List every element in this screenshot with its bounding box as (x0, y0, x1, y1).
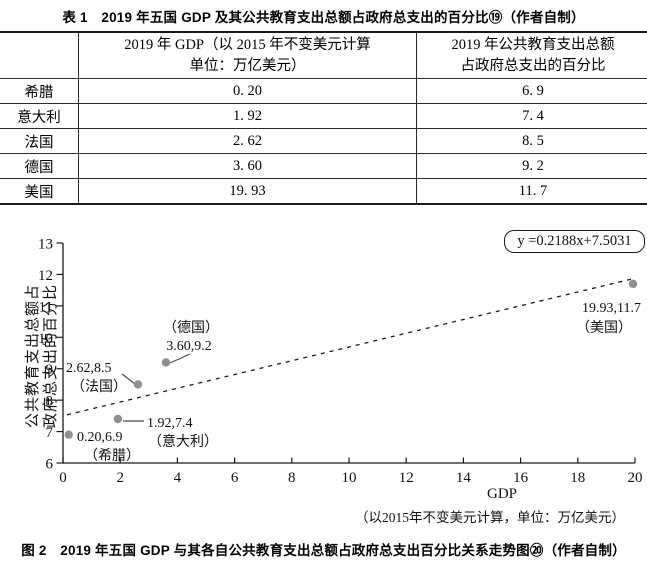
data-point-italy (113, 414, 123, 424)
table-row: 意大利 1. 92 7. 4 (0, 103, 647, 129)
cell-pct: 6. 9 (416, 78, 647, 104)
cell-gdp: 2. 62 (78, 128, 417, 154)
x-tick-label: 18 (570, 470, 585, 486)
data-point-france (133, 380, 143, 389)
annotation-value-greece: 0.20,6.9 (77, 430, 123, 445)
gdp-table-header: 2019 年 GDP（以 2015 年不变美元计算 单位：万亿美元） 2019 … (0, 32, 647, 79)
figure-caption: 图 2 2019 年五国 GDP 与其各自公共教育支出总额占政府总支出百分比关系… (21, 543, 626, 558)
y-tick-label: 11 (39, 299, 53, 315)
cell-gdp: 1. 92 (78, 103, 417, 129)
cell-pct: 11. 7 (416, 178, 647, 205)
gdp-table: 2019 年 GDP（以 2015 年不变美元计算 单位：万亿美元） 2019 … (0, 31, 647, 205)
y-tick-label: 8 (46, 394, 54, 410)
gdp-table-body: 希腊 0. 20 6. 9 意大利 1. 92 7. 4 法国 2. 62 8.… (0, 78, 647, 205)
annotation-country-italy: （意大利） (148, 433, 218, 450)
annotation-country-france: （法国） (71, 379, 127, 395)
annotation-value-germany: 3.60,9.2 (166, 339, 212, 354)
table-caption: 表 1 2019 年五国 GDP 及其公共教育支出总额占政府总支出的百分比⑲（作… (62, 10, 585, 25)
scatter-chart: 6 7 8 9 10 11 12 13 0 2 4 6 8 10 12 14 16 18 20 0.20,6.9 （希腊… (38, 237, 643, 487)
y-tick-label: 7 (46, 425, 54, 441)
y-tick-label: 9 (46, 362, 54, 378)
header-gdp-line1: 2019 年 GDP（以 2015 年不变美元计算 (124, 36, 371, 53)
table-row: 美国 19. 93 11. 7 (0, 178, 647, 205)
table-row: 希腊 0. 20 6. 9 (0, 78, 647, 104)
cell-gdp: 3. 60 (78, 153, 417, 179)
y-axis-label: 公共教育支出总额占 政府总支出的百分比 (24, 206, 60, 506)
cell-country: 德国 (0, 153, 79, 179)
table-row: 德国 3. 60 9. 2 (0, 153, 647, 179)
y-tick-label: 13 (38, 237, 53, 253)
x-tick-label: 4 (174, 470, 182, 486)
cell-country: 美国 (0, 178, 79, 205)
y-tick-label: 12 (38, 268, 53, 284)
x-tick-label: 14 (456, 470, 472, 486)
x-tick-label: 0 (59, 470, 67, 486)
annotation-value-usa: 19.93,11.7 (582, 301, 641, 316)
cell-pct: 7. 4 (416, 103, 647, 129)
cell-pct: 9. 2 (416, 153, 647, 179)
annotation-country-usa: （美国） (576, 320, 632, 336)
header-pct: 2019 年公共教育支出总额 占政府总支出的百分比 (416, 32, 647, 79)
y-axis-label-line1: 公共教育支出总额占 (25, 284, 41, 429)
annotation-country-germany: （德国） (163, 320, 219, 336)
x-tick-label: 6 (231, 470, 239, 486)
header-country (0, 32, 79, 79)
data-point-germany (161, 358, 171, 367)
header-gdp-line2: 单位：万亿美元） (189, 57, 306, 74)
x-tick-label: 20 (628, 470, 643, 486)
cell-country: 希腊 (0, 78, 79, 104)
x-tick-label: 10 (342, 470, 357, 486)
y-axis-label-line2: 政府总支出的百分比 (43, 284, 59, 429)
header-pct-line2: 占政府总支出的百分比 (460, 57, 606, 74)
annotation-value-france: 2.62,8.5 (66, 361, 112, 376)
x-axis-label: GDP (486, 486, 517, 502)
cell-country: 法国 (0, 128, 79, 154)
annotation-leader-germany (169, 353, 191, 364)
cell-country: 意大利 (0, 103, 79, 129)
x-tick-label: 2 (116, 470, 124, 486)
trendline-equation-box: y =0.2188x+7.5031 (504, 230, 645, 253)
header-row: 2019 年 GDP（以 2015 年不变美元计算 单位：万亿美元） 2019 … (0, 32, 647, 79)
x-tick-label: 8 (288, 470, 296, 486)
cell-pct: 8. 5 (416, 128, 647, 154)
annotation-leader-france (121, 373, 136, 385)
cell-gdp: 19. 93 (78, 178, 417, 205)
annotation-value-italy: 1.92,7.4 (147, 416, 193, 431)
trendline (66, 277, 636, 416)
x-tick-label: 16 (513, 470, 529, 486)
header-pct-line1: 2019 年公共教育支出总额 (451, 36, 615, 53)
header-gdp: 2019 年 GDP（以 2015 年不变美元计算 单位：万亿美元） (78, 32, 417, 79)
y-tick-label: 10 (38, 331, 53, 347)
data-point-usa (628, 279, 638, 289)
data-point-greece (64, 430, 73, 439)
x-tick-label: 12 (399, 470, 414, 486)
cell-gdp: 0. 20 (78, 78, 417, 104)
x-axis-sublabel: （以2015年不变美元计算，单位：万亿美元） (355, 510, 625, 525)
annotation-country-greece: （希腊） (84, 448, 140, 464)
y-tick-label: 6 (46, 457, 54, 473)
table-row: 法国 2. 62 8. 5 (0, 128, 647, 154)
